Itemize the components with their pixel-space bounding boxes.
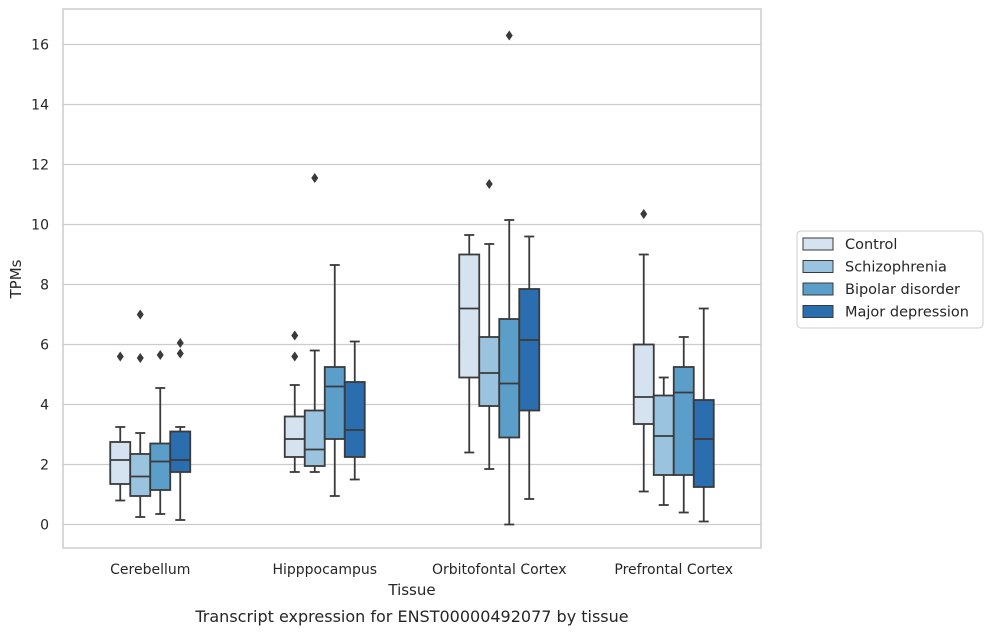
plot-frame [62, 8, 762, 549]
y-tick-label: 6 [40, 338, 49, 354]
outlier-point [176, 348, 184, 359]
iqr-box [323, 366, 346, 440]
box-3-0 [632, 209, 655, 493]
box-0-0 [109, 351, 132, 502]
y-tick-label: 2 [40, 458, 49, 474]
legend-label: Bipolar disorder [845, 282, 960, 298]
x-axis-title: Tissue [387, 581, 435, 599]
box-1-3 [343, 340, 366, 481]
box-groups [109, 30, 715, 526]
iqr-box [169, 430, 192, 473]
legend-frame [796, 230, 984, 329]
y-tick-label: 4 [40, 398, 49, 414]
box-0-3 [169, 338, 192, 521]
legend-swatch [802, 282, 834, 296]
y-tick-label: 8 [40, 278, 49, 294]
y-tick-label: 10 [31, 218, 49, 234]
iqr-box [343, 381, 366, 458]
outlier-point [116, 351, 124, 362]
legend: Control Schizophrenia Bipolar disorder Majo… [796, 230, 984, 329]
outlier-point [311, 173, 319, 183]
y-axis-title: TPMs [7, 259, 25, 299]
iqr-box [109, 441, 132, 485]
box-0-1 [129, 309, 152, 518]
legend-label: Control [845, 237, 897, 253]
x-tick-label: Hipppocampus [272, 562, 377, 578]
box-2-1 [478, 179, 501, 470]
iqr-box [458, 253, 481, 379]
iqr-box [632, 343, 655, 425]
box-3-1 [652, 376, 675, 506]
y-tick-label: 0 [40, 518, 49, 534]
iqr-box [283, 415, 306, 458]
box-1-1 [303, 173, 326, 473]
iqr-box [692, 399, 715, 488]
chart-title: Transcript expression for ENST0000049207… [194, 607, 628, 626]
outlier-point [640, 209, 648, 219]
outlier-point [485, 179, 493, 189]
y-tick-label: 16 [31, 38, 49, 54]
iqr-box [303, 409, 326, 467]
x-tick-label: Cerebellum [110, 562, 190, 578]
legend-swatch [802, 305, 834, 318]
outlier-point [291, 351, 299, 362]
box-2-3 [518, 235, 541, 500]
outlier-point [505, 30, 513, 41]
box-0-2 [149, 350, 172, 515]
x-tick-label: Prefrontal Cortex [614, 562, 733, 578]
y-tick-label: 14 [31, 98, 49, 114]
box-3-3 [692, 307, 715, 523]
box-2-0 [458, 234, 481, 454]
box-1-0 [283, 330, 306, 473]
iqr-box [129, 453, 152, 497]
iqr-box [478, 336, 501, 407]
iqr-box [518, 288, 541, 412]
legend-label: Major depression [845, 305, 969, 321]
legend-label: Schizophrenia [845, 260, 947, 276]
iqr-box [149, 442, 172, 491]
y-tick-labels: 0 2 4 6 8 10 12 14 16 [31, 38, 49, 534]
iqr-box [672, 366, 695, 476]
outlier-point [136, 353, 144, 363]
box-3-2 [672, 336, 695, 514]
outlier-point [156, 350, 164, 360]
legend-swatch [802, 260, 834, 273]
outlier-point [176, 338, 184, 348]
iqr-box [498, 318, 521, 439]
x-tick-label: Orbitofontal Cortex [432, 562, 567, 578]
legend-swatch [802, 237, 834, 251]
box-1-2 [323, 264, 346, 497]
x-tick-labels: Cerebellum Hipppocampus Orbitofontal Corte… [110, 562, 733, 578]
outlier-point [291, 330, 299, 341]
outlier-point [136, 309, 144, 320]
y-tick-label: 12 [31, 158, 49, 174]
